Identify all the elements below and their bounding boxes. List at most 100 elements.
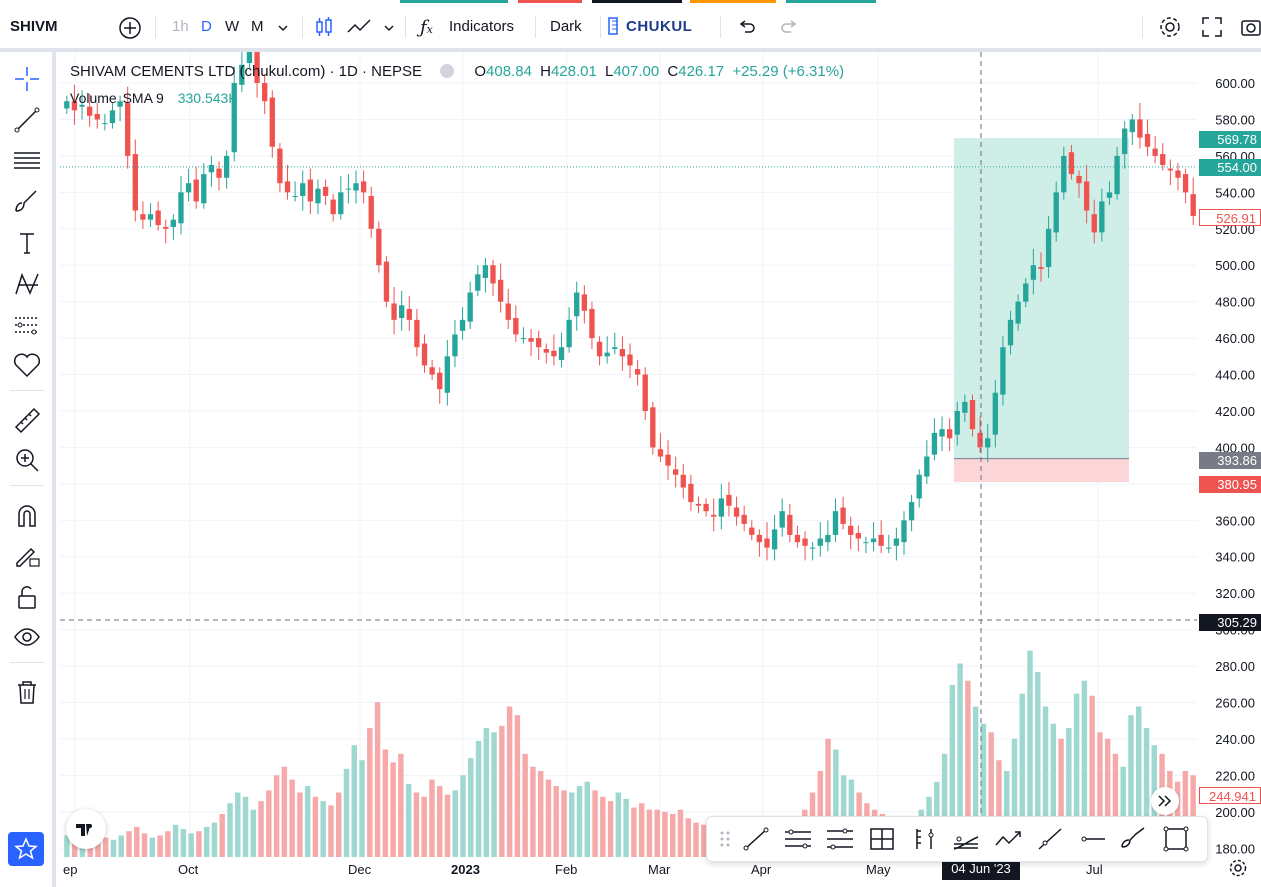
candle-body	[1175, 170, 1181, 178]
change-value: +25.29 (+6.31%)	[732, 63, 845, 80]
candle-body	[977, 432, 983, 448]
ruler-icon[interactable]	[12, 405, 42, 435]
pitchfork-icon[interactable]	[951, 825, 981, 853]
volume-bar	[1143, 728, 1150, 857]
interval-1h[interactable]: 1h	[172, 18, 189, 35]
symbol-name[interactable]: SHIVM	[10, 18, 58, 35]
candle-body	[1160, 154, 1166, 165]
price-tick-label: 440.00	[1215, 368, 1255, 383]
chevron-down-icon[interactable]	[382, 18, 396, 44]
favorites-icon[interactable]	[8, 832, 44, 866]
chevron-down-icon[interactable]	[276, 18, 290, 44]
tradingview-logo[interactable]	[66, 809, 106, 849]
price-axis[interactable]	[1197, 52, 1261, 887]
divider	[1142, 16, 1143, 38]
candle-body	[216, 168, 222, 178]
long-position-target-zone[interactable]	[954, 138, 1129, 459]
trend-line-icon[interactable]	[12, 105, 42, 135]
parallel-channel-icon[interactable]	[783, 825, 813, 853]
path-icon[interactable]	[993, 825, 1023, 853]
fx-icon[interactable]: ƒx	[420, 17, 433, 38]
crosshair-icon[interactable]	[12, 64, 42, 94]
volume-bar	[297, 792, 303, 857]
time-axis-ticks: ep Oct Dec 2023 Feb Mar Apr May Jul	[63, 862, 1103, 877]
candle-body	[193, 179, 199, 202]
heart-icon[interactable]	[12, 350, 42, 380]
zoom-in-icon[interactable]	[12, 445, 42, 475]
candle-body	[1023, 283, 1029, 302]
interval-d[interactable]: D	[201, 18, 212, 35]
candle-body	[878, 534, 884, 546]
prediction-icon[interactable]	[12, 310, 42, 340]
candle-body	[513, 318, 519, 335]
ray-icon[interactable]	[1035, 825, 1065, 853]
candle-body	[1045, 228, 1052, 268]
low-value: 407.00	[613, 63, 660, 80]
horizontal-lines-icon[interactable]	[12, 145, 42, 175]
redo-icon[interactable]	[780, 17, 800, 46]
price-chart[interactable]: 600.00580.00560.00540.00520.00500.00480.…	[60, 52, 1261, 887]
magnet-icon[interactable]	[12, 500, 42, 530]
volume-bar	[390, 762, 396, 857]
horizontal-ray-icon[interactable]	[1077, 825, 1107, 853]
volume-bar	[444, 794, 451, 857]
candle-body	[886, 547, 892, 549]
rectangle-icon[interactable]	[1161, 825, 1191, 853]
brand-logo[interactable]: CHUKUL	[626, 18, 693, 35]
line-chart-icon[interactable]	[346, 16, 372, 47]
time-axis[interactable]	[60, 857, 1261, 887]
pattern-icon[interactable]	[12, 269, 42, 299]
long-position-stop-zone[interactable]	[954, 458, 1129, 483]
gear-icon[interactable]	[1158, 15, 1182, 48]
volume-bar	[662, 811, 668, 857]
candle-body	[109, 110, 116, 124]
volume-bar	[825, 738, 831, 857]
unlock-icon[interactable]	[12, 582, 42, 612]
candle-body	[322, 186, 329, 196]
candle-body	[163, 226, 169, 229]
scroll-right-button[interactable]	[1151, 787, 1179, 815]
volume-bar	[429, 779, 435, 857]
brush-tool-icon[interactable]	[1119, 825, 1149, 853]
camera-icon[interactable]	[1240, 16, 1261, 47]
trend-line-tool-icon[interactable]	[741, 825, 771, 853]
eye-icon[interactable]	[12, 622, 42, 652]
volume-bar	[304, 786, 311, 857]
theme-button[interactable]: Dark	[550, 18, 582, 35]
drag-handle-icon[interactable]	[711, 825, 741, 853]
volume-label[interactable]: Volume	[70, 90, 117, 106]
text-icon[interactable]	[12, 228, 42, 258]
volume-bar	[149, 837, 156, 857]
chart-title[interactable]: SHIVAM CEMENTS LTD (chukul.com) · 1D · N…	[70, 63, 423, 80]
fullscreen-icon[interactable]	[1201, 16, 1223, 47]
date-price-range-icon[interactable]	[867, 825, 897, 853]
interval-m[interactable]: M	[251, 18, 264, 35]
candle-body	[848, 525, 854, 535]
candle-body	[665, 454, 671, 466]
fib-retracement-icon[interactable]	[825, 825, 855, 853]
candle-body	[452, 334, 458, 357]
volume-bar	[320, 801, 326, 857]
undo-icon[interactable]	[736, 17, 756, 46]
lock-pencil-icon[interactable]	[12, 540, 42, 570]
candle-body	[870, 538, 877, 543]
volume-bar	[1097, 732, 1103, 857]
add-symbol-icon[interactable]	[118, 16, 142, 49]
indicators-button[interactable]: Indicators	[449, 18, 515, 35]
axis-settings-icon[interactable]	[1228, 858, 1248, 883]
candle-body	[170, 219, 177, 227]
candle-body	[353, 183, 359, 191]
long-position-icon[interactable]	[909, 825, 939, 853]
candle-body	[558, 347, 565, 360]
interval-w[interactable]: W	[225, 18, 240, 35]
candle-body	[1122, 128, 1128, 155]
volume-bar	[1066, 728, 1072, 857]
volume-bar	[436, 786, 443, 857]
candles-icon[interactable]	[313, 16, 335, 47]
candle-body	[771, 529, 778, 550]
brush-icon[interactable]	[12, 187, 42, 217]
trash-icon[interactable]	[12, 677, 42, 707]
candle-body	[954, 410, 960, 435]
volume-bar	[941, 753, 948, 857]
legend-toggle-icon[interactable]	[440, 64, 455, 78]
